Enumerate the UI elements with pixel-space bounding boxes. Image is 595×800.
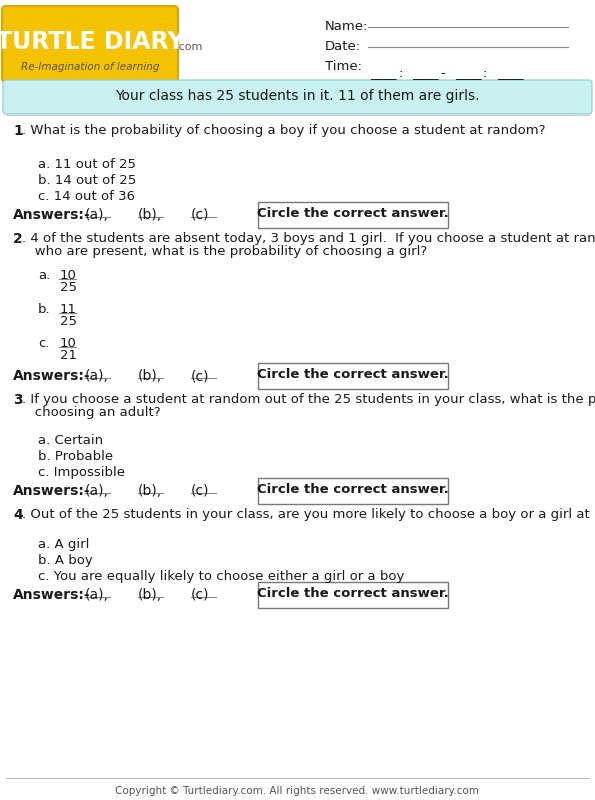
Text: Copyright © Turtlediary.com. All rights reserved. www.turtlediary.com: Copyright © Turtlediary.com. All rights … bbox=[115, 786, 479, 796]
Bar bbox=[258, 202, 448, 228]
Text: Circle the correct answer.: Circle the correct answer. bbox=[257, 587, 449, 600]
Text: choosing an adult?: choosing an adult? bbox=[22, 406, 161, 419]
Text: Circle the correct answer.: Circle the correct answer. bbox=[257, 368, 449, 381]
Text: . Out of the 25 students in your class, are you more likely to choose a boy or a: . Out of the 25 students in your class, … bbox=[22, 508, 595, 521]
Text: b. 14 out of 25: b. 14 out of 25 bbox=[38, 174, 136, 187]
Text: Re-Imagination of learning: Re-Imagination of learning bbox=[21, 62, 159, 72]
Text: Answers:-: Answers:- bbox=[13, 588, 90, 602]
Text: (c): (c) bbox=[191, 588, 209, 602]
Text: c. 14 out of 36: c. 14 out of 36 bbox=[38, 190, 135, 203]
Bar bbox=[258, 478, 448, 504]
Text: Answers:-: Answers:- bbox=[13, 484, 90, 498]
Text: who are present, what is the probability of choosing a girl?: who are present, what is the probability… bbox=[22, 245, 427, 258]
Text: c. You are equally likely to choose either a girl or a boy: c. You are equally likely to choose eith… bbox=[38, 570, 405, 583]
Text: ____: ____ bbox=[455, 67, 481, 80]
Text: 11: 11 bbox=[60, 303, 77, 316]
Text: :: : bbox=[398, 67, 402, 80]
Text: 2: 2 bbox=[13, 232, 23, 246]
Text: 25: 25 bbox=[60, 281, 77, 294]
Text: 21: 21 bbox=[60, 349, 77, 362]
Text: (b),: (b), bbox=[138, 484, 162, 498]
Text: 3: 3 bbox=[13, 393, 23, 407]
Text: . What is the probability of choosing a boy if you choose a student at random?: . What is the probability of choosing a … bbox=[22, 124, 546, 137]
Text: Time:: Time: bbox=[325, 60, 362, 73]
Text: (b),: (b), bbox=[138, 369, 162, 383]
Text: (c): (c) bbox=[191, 369, 209, 383]
Bar bbox=[258, 582, 448, 608]
Text: (a),: (a), bbox=[85, 484, 109, 498]
Text: (c): (c) bbox=[191, 484, 209, 498]
Text: . If you choose a student at random out of the 25 students in your class, what i: . If you choose a student at random out … bbox=[22, 393, 595, 406]
Text: b. A boy: b. A boy bbox=[38, 554, 93, 567]
Text: -: - bbox=[440, 67, 444, 80]
Text: a.: a. bbox=[38, 269, 50, 282]
Text: (c): (c) bbox=[191, 208, 209, 222]
Text: b.: b. bbox=[38, 303, 51, 316]
Text: a. A girl: a. A girl bbox=[38, 538, 89, 551]
Text: .com: .com bbox=[176, 42, 203, 52]
Text: Circle the correct answer.: Circle the correct answer. bbox=[257, 207, 449, 220]
Text: (a),: (a), bbox=[85, 588, 109, 602]
Text: b. Probable: b. Probable bbox=[38, 450, 113, 463]
Text: a. 11 out of 25: a. 11 out of 25 bbox=[38, 158, 136, 171]
Text: Date:: Date: bbox=[325, 40, 361, 53]
Text: :: : bbox=[483, 67, 487, 80]
Text: 25: 25 bbox=[60, 315, 77, 328]
Text: 1: 1 bbox=[13, 124, 23, 138]
Text: ____: ____ bbox=[497, 67, 524, 80]
Text: 4: 4 bbox=[13, 508, 23, 522]
FancyBboxPatch shape bbox=[3, 80, 592, 114]
Text: Your class has 25 students in it. 11 of them are girls.: Your class has 25 students in it. 11 of … bbox=[115, 89, 479, 103]
Text: (b),: (b), bbox=[138, 208, 162, 222]
Text: Circle the correct answer.: Circle the correct answer. bbox=[257, 483, 449, 496]
Text: . 4 of the students are absent today, 3 boys and 1 girl.  If you choose a studen: . 4 of the students are absent today, 3 … bbox=[22, 232, 595, 245]
Text: a. Certain: a. Certain bbox=[38, 434, 103, 447]
Text: (a),: (a), bbox=[85, 369, 109, 383]
Text: TURTLE DIARY: TURTLE DIARY bbox=[0, 30, 184, 54]
Text: Answers:-: Answers:- bbox=[13, 369, 90, 383]
Text: (a),: (a), bbox=[85, 208, 109, 222]
Text: 10: 10 bbox=[60, 337, 77, 350]
Text: ____: ____ bbox=[370, 67, 396, 80]
FancyBboxPatch shape bbox=[2, 6, 178, 82]
Text: 10: 10 bbox=[60, 269, 77, 282]
Text: Name:: Name: bbox=[325, 20, 368, 33]
Text: c.: c. bbox=[38, 337, 49, 350]
Text: ____: ____ bbox=[412, 67, 439, 80]
Text: c. Impossible: c. Impossible bbox=[38, 466, 125, 479]
Bar bbox=[258, 363, 448, 389]
Text: Answers:-: Answers:- bbox=[13, 208, 90, 222]
Text: (b),: (b), bbox=[138, 588, 162, 602]
